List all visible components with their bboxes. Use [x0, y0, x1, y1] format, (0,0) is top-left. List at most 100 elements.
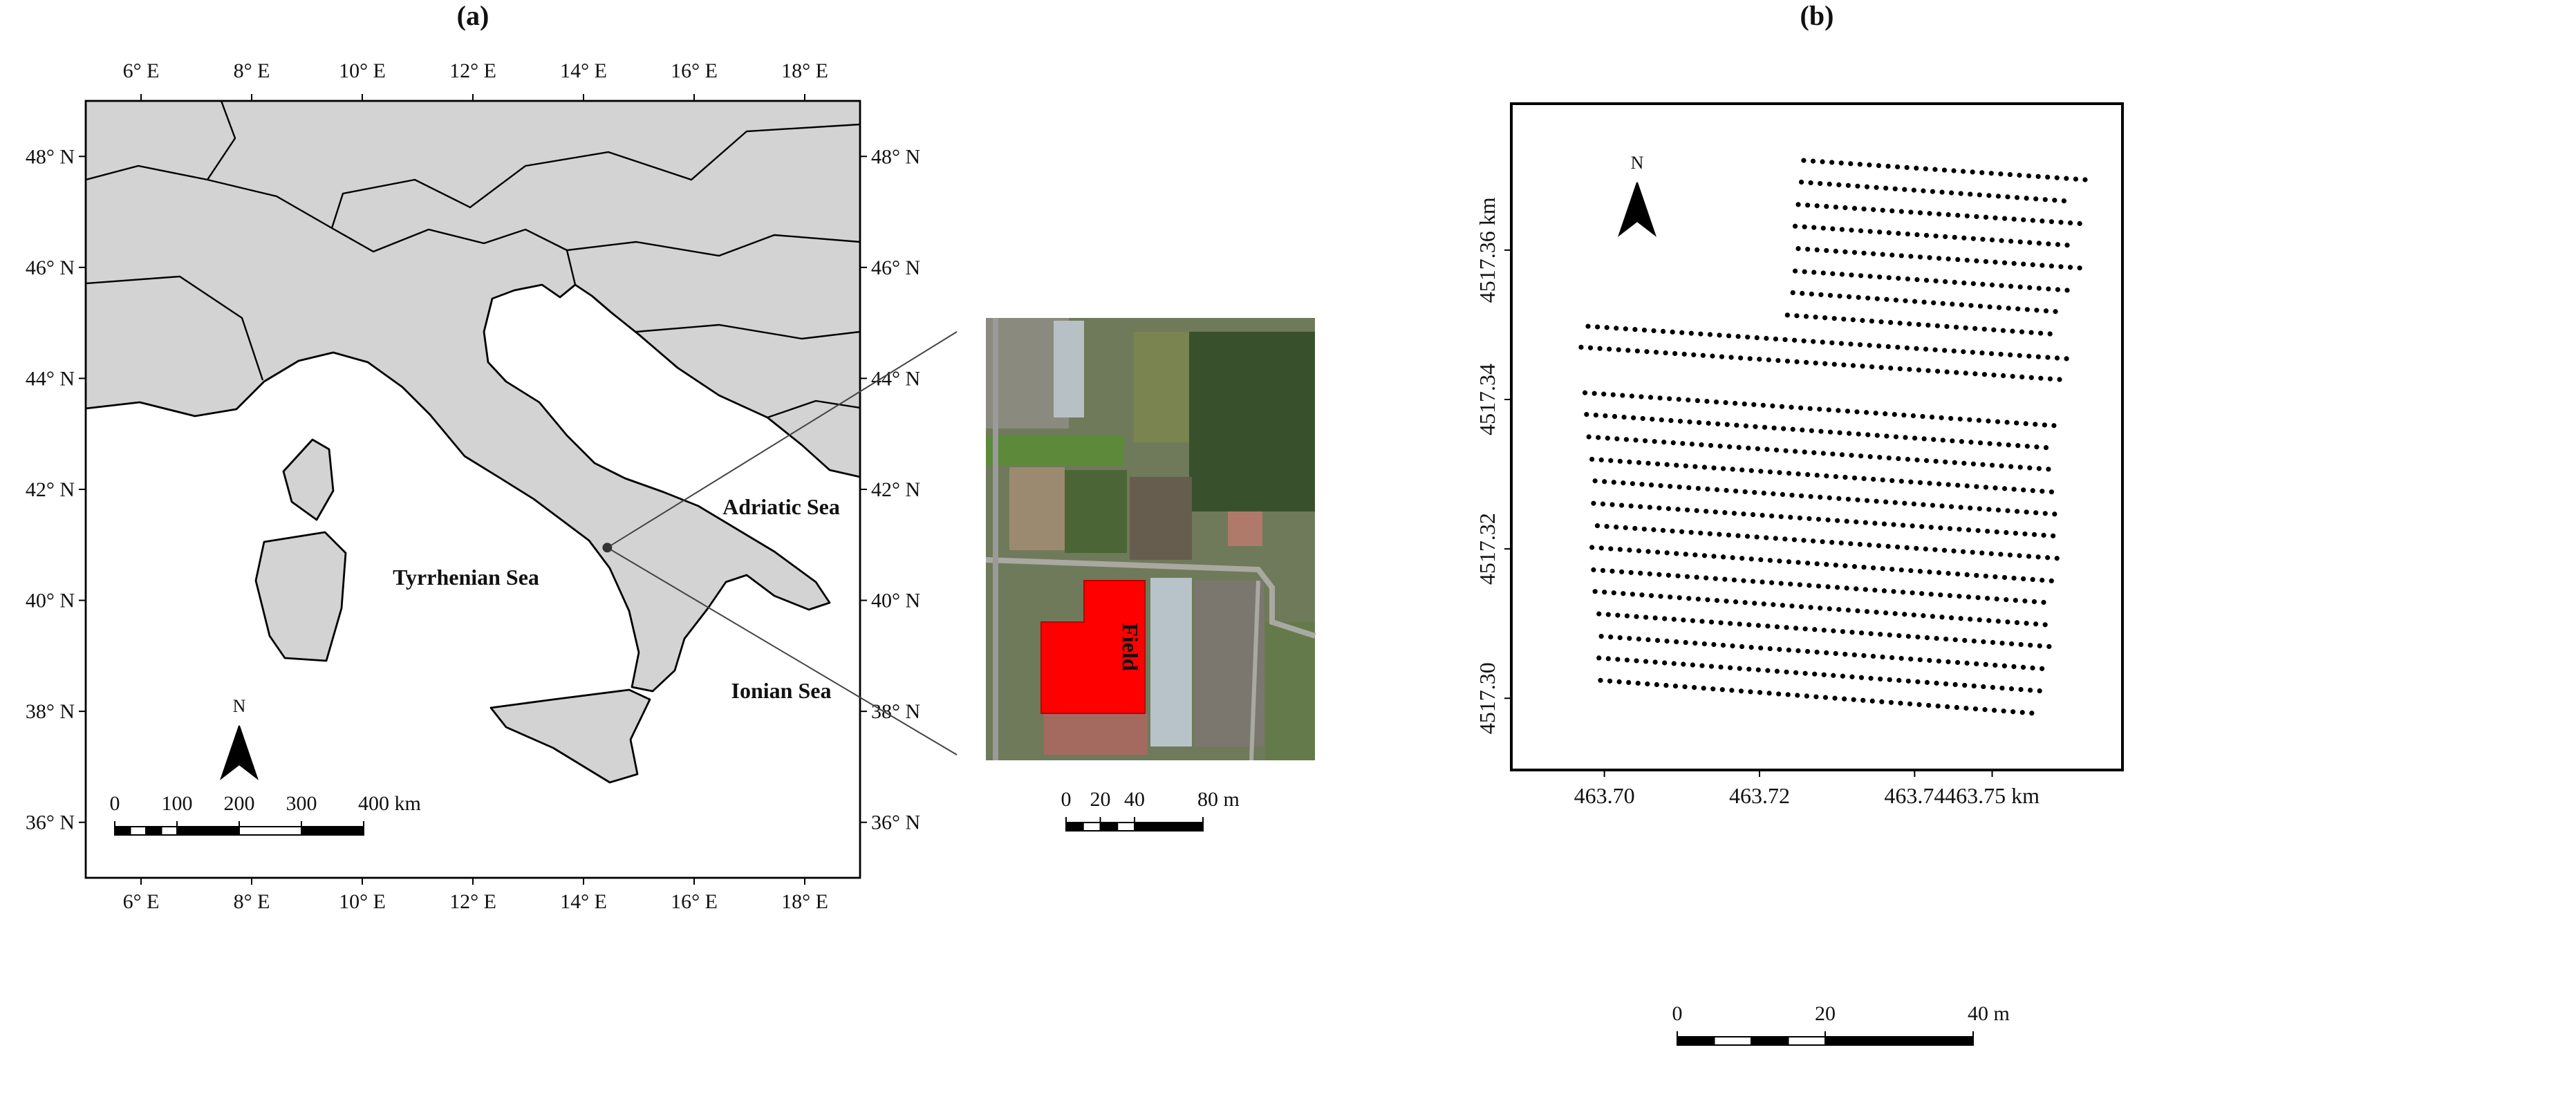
country-border [86, 165, 577, 285]
scale-bar-segment [1099, 822, 1119, 832]
country-border [86, 275, 264, 381]
country-border [767, 400, 860, 419]
point-row [1596, 611, 2055, 650]
scale-bar-label: 0 [1672, 1002, 1683, 1025]
buildings [1009, 467, 1065, 550]
point-row [1584, 411, 2055, 451]
x-tick-label-bottom: 10° E [339, 890, 386, 913]
y-tick-label-right: 44° N [871, 367, 920, 390]
x-tick-label-bottom: 8° E [234, 890, 270, 913]
x-tick-label-top: 10° E [339, 59, 386, 82]
country-border [635, 323, 860, 340]
point-row [1591, 500, 2060, 539]
point-row [1790, 290, 2066, 315]
x-tick-label: 463.74 [1884, 783, 1945, 808]
y-tick-label: 4517.36 km [1475, 197, 1500, 303]
sardinia [254, 531, 347, 662]
buildings [1044, 713, 1148, 755]
y-tick-label: 4517.30 [1475, 662, 1500, 734]
panel-title: (a) [457, 0, 489, 31]
scale-bar-segment [1082, 822, 1101, 832]
y-tick-label-right: 38° N [871, 700, 920, 723]
scale-bar-label: 0 [1061, 788, 1072, 811]
scale-bar-label: 0 [110, 792, 120, 815]
scale-bar-segment [176, 826, 240, 836]
scale-bar-label: 40 m [1968, 1002, 2010, 1025]
country-border [330, 123, 860, 229]
scale-bar-segment [239, 826, 302, 836]
x-tick-label-bottom: 14° E [560, 890, 607, 913]
scale-bar-segment [129, 826, 147, 836]
point-row [1589, 545, 2056, 584]
country-border [566, 234, 860, 257]
y-tick-label-right: 46° N [871, 256, 920, 279]
field-polygon [1040, 580, 1146, 714]
scale-bar-label: 400 km [358, 792, 421, 815]
road [985, 557, 1316, 639]
connector-line [606, 547, 958, 755]
y-tick-label-left: 42° N [26, 478, 75, 501]
point-row [1591, 567, 2051, 605]
y-tick-label: 4517.34 [1475, 364, 1500, 435]
x-tick-label-bottom: 6° E [123, 890, 160, 913]
point-row [1586, 434, 2059, 473]
scale-bar-label: 80 m [1197, 788, 1240, 811]
road [1249, 580, 1260, 761]
x-tick-label: 463.75 km [1945, 783, 2040, 808]
scale-bar-segment [1751, 1036, 1789, 1046]
scale-bar-segment [114, 826, 131, 836]
point-row [1801, 158, 2091, 182]
x-tick-label-top: 8° E [234, 59, 270, 82]
y-tick-label-right: 36° N [871, 811, 920, 834]
scale-bar-segment [160, 826, 178, 836]
orchard [1189, 332, 1315, 511]
scale-bar-label: 20 [1815, 1002, 1836, 1025]
y-tick-label: 4517.32 [1475, 513, 1500, 585]
x-tick-label: 463.72 [1729, 783, 1790, 808]
aerial-field [1265, 622, 1315, 760]
point-row [1784, 312, 2062, 337]
point-row [1598, 633, 2052, 672]
mainland [86, 101, 860, 693]
scale-bar-segment [1677, 1036, 1715, 1046]
scale-bar-segment [1824, 1036, 1974, 1046]
field-label: Field [1118, 623, 1143, 671]
scale-bar-label: 20 [1090, 788, 1111, 811]
north-label: N [1631, 153, 1644, 173]
aerial-field [1134, 332, 1189, 442]
greenhouse [1054, 321, 1084, 417]
greenhouse [1150, 578, 1192, 746]
sea-label: Adriatic Sea [722, 494, 840, 519]
x-tick-label-bottom: 18° E [781, 890, 828, 913]
x-tick-label-top: 16° E [671, 59, 718, 82]
scale-bar-segment [1787, 1036, 1826, 1046]
scale-bar-segment [1134, 822, 1204, 832]
x-tick-label-bottom: 16° E [671, 890, 718, 913]
sicily [489, 688, 651, 784]
aerial-field [1065, 470, 1127, 553]
scale-bar-segment [1065, 822, 1084, 832]
y-tick-label-left: 48° N [26, 145, 75, 168]
point-row [1582, 390, 2057, 429]
x-tick-label-top: 12° E [449, 59, 496, 82]
point-row [1585, 323, 2076, 362]
point-row [1792, 223, 2076, 248]
point-row [1596, 655, 2052, 695]
north-arrow [239, 725, 259, 780]
x-tick-label-top: 14° E [560, 59, 607, 82]
scale-bar-segment [301, 826, 364, 836]
point-row [1598, 677, 2035, 716]
scale-bar-label: 200 [224, 792, 255, 815]
panel-title: (b) [1800, 0, 1834, 31]
scale-bar-segment [1713, 1036, 1752, 1046]
scale-bar-label: 40 [1124, 788, 1145, 811]
point-row [1578, 344, 2071, 383]
point-row [1795, 246, 2084, 271]
corsica [282, 438, 335, 521]
point-row [1589, 456, 2057, 495]
buildings [1228, 511, 1262, 546]
x-tick-label-top: 6° E [123, 59, 160, 82]
y-tick-label-right: 40° N [871, 590, 920, 612]
north-label: N [233, 696, 246, 716]
